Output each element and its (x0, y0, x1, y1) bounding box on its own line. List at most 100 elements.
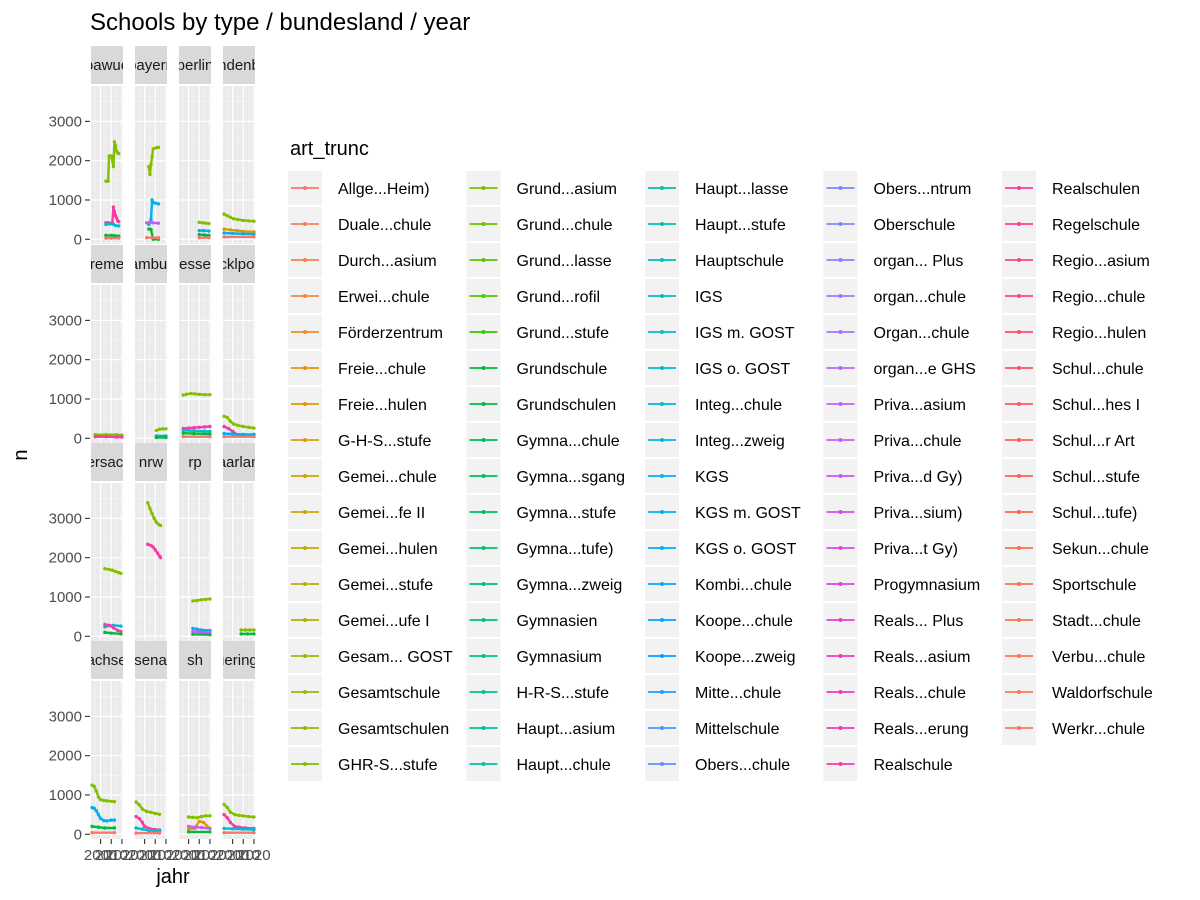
legend-label: Gymna...zweig (517, 577, 623, 594)
data-series (103, 630, 123, 636)
data-point (153, 548, 157, 552)
data-point (208, 826, 212, 831)
y-axis-title: n (10, 449, 32, 460)
legend-key-point (660, 222, 664, 226)
data-point (222, 831, 226, 835)
legend-entry: Schul...tufe) (1002, 495, 1137, 529)
y-tick-label: 3000 (49, 510, 82, 527)
data-series (239, 628, 256, 632)
data-series (222, 227, 256, 234)
legend-key-point (660, 258, 664, 262)
facet-strip-label: mecklpomm (199, 256, 280, 273)
data-point (156, 145, 161, 150)
data-point (241, 432, 245, 437)
legend-entry: Grund...rofil (466, 279, 600, 313)
data-point (197, 630, 201, 634)
legend-label: Duale...chule (338, 217, 431, 234)
data-point (150, 198, 154, 202)
facet-panel-niedersachsen: niedersachsen (58, 443, 156, 641)
legend-entry: Priva...chule (823, 423, 962, 457)
facet-panel-sh: sh (179, 641, 212, 839)
facet-strip-bg (179, 641, 211, 679)
legend-key-point (481, 402, 486, 406)
legend-entry: Durch...asium (288, 243, 437, 277)
legend-entry: IGS (645, 279, 723, 313)
data-point (112, 831, 117, 835)
axes: 0 1000 2000 3000 0 1000 2000 3000 0 1000 2000 3000 0… (49, 113, 271, 864)
legend-entry: G-H-S...stufe (288, 423, 431, 457)
legend-entry: Regio...asium (1002, 243, 1150, 277)
facet-strip-bg (91, 443, 123, 481)
data-point (203, 814, 208, 818)
y-tick-label: 0 (74, 430, 82, 447)
data-point (236, 423, 240, 428)
data-point (111, 164, 116, 169)
legend-key-point (303, 618, 307, 622)
legend-label: Obers...chule (695, 757, 790, 774)
y-tick-label: 3000 (49, 113, 82, 130)
data-point (152, 516, 156, 521)
legend-label: Schul...hes I (1052, 397, 1140, 414)
panel-background (91, 285, 123, 443)
legend-entry: Gymna...sgang (466, 459, 625, 493)
legend-entry: Freie...hulen (288, 387, 427, 421)
data-point (222, 424, 226, 429)
legend-key-point (838, 330, 843, 334)
data-point (112, 818, 117, 822)
legend-key-point (660, 186, 664, 190)
facet-strip-bg (179, 245, 211, 283)
facet-panel-saarland: saarland (223, 443, 256, 641)
data-series (145, 236, 161, 240)
legend-label: Regio...asium (1052, 253, 1150, 270)
data-point (252, 815, 256, 819)
data-point (233, 824, 237, 829)
legend-label: Waldorfschule (1052, 685, 1153, 702)
facet-strip-label: niedersachsen (58, 454, 156, 471)
legend-label: Gemei...stufe (338, 577, 433, 594)
legend-label: IGS m. GOST (695, 325, 795, 342)
legend-key-point (303, 726, 307, 730)
data-point (154, 435, 159, 440)
legend-label: Priva...d Gy) (874, 469, 963, 486)
data-point (107, 222, 111, 226)
data-point (235, 228, 239, 233)
data-series (222, 235, 256, 239)
data-point (230, 827, 235, 831)
legend-entry: Hauptschule (645, 243, 784, 277)
legend-key-point (303, 654, 307, 658)
data-point (105, 799, 109, 803)
data-point (208, 633, 212, 637)
data-series (181, 428, 212, 434)
legend-key-point (1017, 618, 1021, 622)
data-point (119, 629, 123, 634)
data-point (104, 222, 108, 227)
legend-entry: Grundschule (466, 351, 607, 385)
legend-label: G-H-S...stufe (338, 433, 431, 450)
data-point (134, 800, 138, 804)
data-point (189, 391, 193, 396)
y-tick-label: 1000 (49, 192, 82, 209)
legend-key-point (303, 438, 307, 442)
legend-entry: Haupt...chule (466, 747, 611, 781)
legend-label: Regio...hulen (1052, 325, 1146, 342)
legend-entry: Duale...chule (288, 207, 431, 241)
facet-panel-thueringen: thueringen (222, 641, 256, 839)
legend-entry: Oberschule (823, 207, 955, 241)
legend-label: Reals...erung (874, 721, 969, 738)
data-point (114, 435, 119, 439)
y-tick-label: 0 (74, 826, 82, 843)
y-tick-label: 3000 (49, 708, 82, 725)
data-point (184, 392, 189, 396)
legend-entry: Förderzentrum (288, 315, 443, 349)
legend-label: Realschulen (1052, 181, 1140, 198)
facet-strip-label: sh (187, 652, 203, 669)
data-point (252, 235, 256, 239)
legend-label: Integ...zweig (695, 433, 785, 450)
legend-key-point (481, 186, 486, 190)
data-series (222, 212, 256, 223)
data-point (112, 234, 117, 238)
data-point (90, 824, 94, 829)
y-tick-label: 3000 (49, 312, 82, 329)
data-point (186, 827, 191, 831)
data-point (222, 431, 226, 436)
